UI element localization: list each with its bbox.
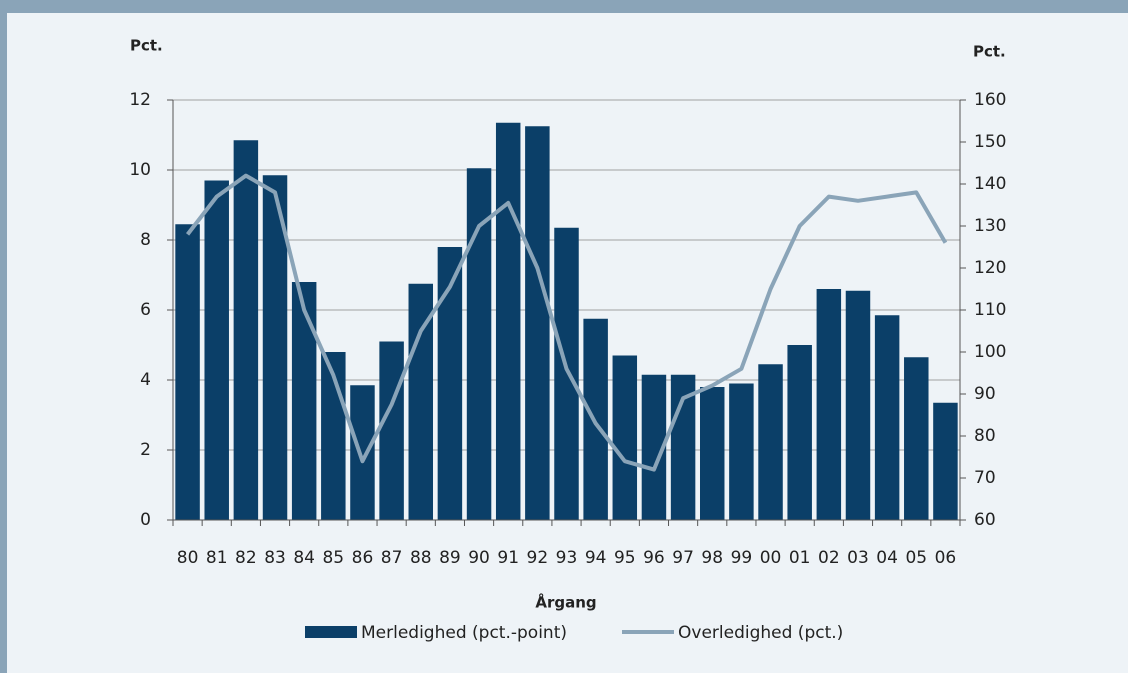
x-tick-label: 98 xyxy=(701,548,723,568)
x-tick-label: 05 xyxy=(905,548,927,568)
bar xyxy=(175,224,200,520)
bar xyxy=(933,402,958,520)
y2-axis-title: Pct. xyxy=(973,43,1006,61)
y-axis-title: Pct. xyxy=(130,37,163,55)
legend-swatch xyxy=(305,626,357,638)
bar xyxy=(845,290,871,520)
y2-tick-label: 80 xyxy=(974,426,996,446)
bar xyxy=(291,282,317,520)
x-tick-label: 80 xyxy=(177,548,199,568)
x-tick-label: 87 xyxy=(381,548,403,568)
bar xyxy=(699,387,725,520)
y-tick-label: 12 xyxy=(129,90,151,110)
y2-tick-label: 130 xyxy=(974,216,1006,236)
bar xyxy=(350,385,375,520)
y-tick-label: 10 xyxy=(129,160,151,180)
bar xyxy=(758,364,783,520)
bar xyxy=(408,283,434,520)
bar xyxy=(437,247,463,520)
x-tick-label: 86 xyxy=(352,548,374,568)
y2-tick-label: 120 xyxy=(974,258,1006,278)
bar xyxy=(612,355,638,520)
bar xyxy=(525,126,550,520)
bar xyxy=(904,357,929,520)
bar xyxy=(816,289,842,520)
x-tick-label: 94 xyxy=(585,548,607,568)
legend-label: Overledighed (pct.) xyxy=(678,623,843,643)
line xyxy=(185,173,948,472)
y2-tick-label: 70 xyxy=(974,468,996,488)
x-tick-label: 06 xyxy=(935,548,957,568)
y2-tick-label: 100 xyxy=(974,342,1006,362)
y2-tick-label: 60 xyxy=(974,510,996,530)
y2-tick-label: 150 xyxy=(974,132,1006,152)
bar xyxy=(787,345,812,520)
x-tick-label: 00 xyxy=(760,548,782,568)
y2-tick-label: 140 xyxy=(974,174,1006,194)
x-tick-label: 83 xyxy=(264,548,286,568)
x-tick-label: 95 xyxy=(614,548,636,568)
x-tick-label: 81 xyxy=(206,548,228,568)
y-tick-label: 4 xyxy=(140,370,151,390)
x-tick-label: 88 xyxy=(410,548,432,568)
left-border xyxy=(0,0,7,673)
header-band xyxy=(0,0,1128,13)
x-tick-label: 85 xyxy=(322,548,344,568)
bar xyxy=(729,383,754,520)
y2-tick-label: 110 xyxy=(974,300,1006,320)
y2-tick-label: 90 xyxy=(974,384,996,404)
y2-tick-label: 160 xyxy=(974,90,1006,110)
x-tick-label: 02 xyxy=(818,548,840,568)
x-tick-label: 96 xyxy=(643,548,665,568)
x-tick-label: 91 xyxy=(497,548,519,568)
x-tick-label: 82 xyxy=(235,548,257,568)
legend-label: Merledighed (pct.-point) xyxy=(361,623,567,643)
x-tick-label: 89 xyxy=(439,548,461,568)
y-tick-label: 0 xyxy=(140,510,151,530)
x-tick-label: 92 xyxy=(527,548,549,568)
bar xyxy=(554,227,579,520)
bar xyxy=(204,180,229,520)
bar xyxy=(874,315,900,520)
x-tick-label: 97 xyxy=(672,548,694,568)
x-tick-label: 04 xyxy=(876,548,898,568)
y-tick-label: 2 xyxy=(140,440,151,460)
bar xyxy=(233,140,259,520)
x-tick-label: 84 xyxy=(293,548,315,568)
x-axis-title: Årgang xyxy=(535,593,596,612)
y-tick-label: 6 xyxy=(140,300,151,320)
x-tick-label: 01 xyxy=(789,548,811,568)
bar xyxy=(379,341,404,520)
bar xyxy=(495,122,521,520)
x-tick-label: 90 xyxy=(468,548,490,568)
x-tick-label: 93 xyxy=(556,548,578,568)
y-tick-label: 8 xyxy=(140,230,151,250)
x-tick-label: 99 xyxy=(731,548,753,568)
x-tick-label: 03 xyxy=(847,548,869,568)
